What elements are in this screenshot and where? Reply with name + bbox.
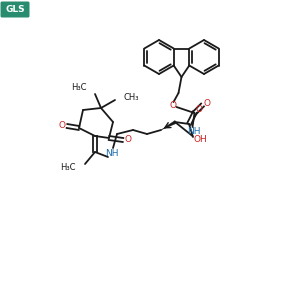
Text: O: O	[124, 136, 131, 145]
Text: NH: NH	[187, 128, 200, 136]
Text: O: O	[58, 121, 65, 130]
Text: GLS: GLS	[5, 5, 25, 14]
Text: H₃C: H₃C	[61, 164, 76, 172]
Text: NH: NH	[105, 149, 119, 158]
FancyBboxPatch shape	[1, 2, 29, 17]
Text: CH₃: CH₃	[124, 92, 140, 101]
Text: O: O	[196, 106, 202, 115]
Text: OH: OH	[193, 136, 207, 145]
Text: H₃C: H₃C	[71, 83, 87, 92]
Text: O: O	[169, 100, 176, 109]
Text: O: O	[203, 98, 210, 107]
Polygon shape	[161, 121, 176, 130]
